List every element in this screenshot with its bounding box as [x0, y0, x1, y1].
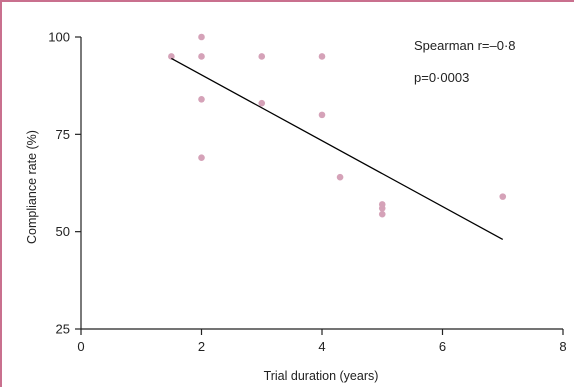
x-tick-label: 6: [439, 339, 446, 354]
data-point: [198, 53, 205, 60]
data-point: [198, 95, 205, 103]
y-tick-label: 25: [56, 322, 70, 337]
data-point: [198, 154, 205, 161]
data-points: [168, 33, 507, 218]
data-point: [198, 33, 205, 41]
data-point: [318, 111, 326, 119]
axes: 25 50 75 100 0 2 4 6 8: [48, 30, 566, 355]
trend-line: [171, 57, 504, 241]
data-point: [378, 210, 386, 218]
data-point: [258, 53, 266, 60]
y-axis-title: Compliance rate (%): [25, 130, 39, 244]
data-point: [258, 99, 266, 107]
x-ticks: 0 2 4 6 8: [77, 329, 567, 354]
data-point: [336, 173, 344, 181]
y-ticks: 25 50 75 100: [48, 30, 81, 337]
y-tick-label: 75: [56, 127, 70, 142]
x-tick-label: 4: [318, 339, 325, 354]
x-tick-label: 0: [77, 339, 84, 354]
y-tick-label: 50: [56, 224, 70, 239]
annotation-spearman: Spearman r=–0·8: [414, 38, 516, 53]
x-tick-label: 2: [198, 339, 205, 354]
data-point: [499, 193, 507, 200]
x-tick-label: 8: [559, 339, 566, 354]
data-point: [168, 53, 175, 60]
data-point: [378, 205, 386, 212]
y-tick-label: 100: [48, 30, 70, 45]
annotation-p-value: p=0·0003: [414, 70, 469, 85]
data-point: [318, 53, 326, 60]
x-axis-title: Trial duration (years): [264, 369, 379, 383]
